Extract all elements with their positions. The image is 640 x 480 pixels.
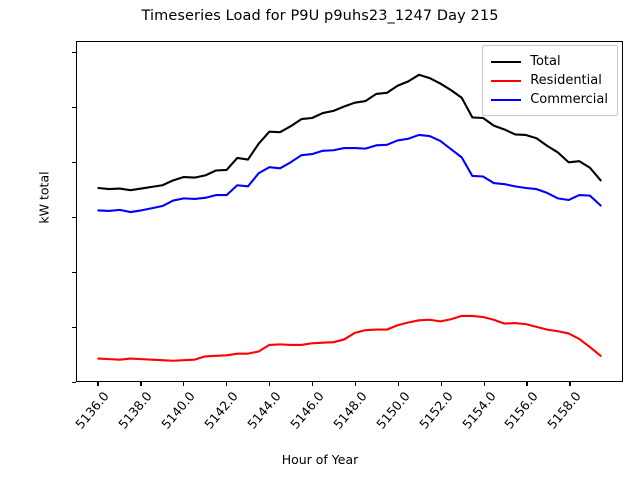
- y-axis-label: kW total: [36, 171, 52, 224]
- legend-line-icon: [491, 79, 522, 82]
- x-tick-label: 5156.0: [501, 388, 542, 432]
- legend-item: Commercial: [491, 90, 608, 109]
- x-tick-label: 5150.0: [372, 388, 413, 432]
- y-tick-mark: [72, 272, 76, 274]
- x-axis-label: Hour of Year: [281, 452, 359, 467]
- x-tick-mark: [311, 382, 314, 386]
- x-tick-label: 5146.0: [287, 388, 327, 432]
- y-tick-mark: [72, 327, 76, 329]
- x-tick-mark: [140, 382, 142, 386]
- y-tick-mark: [72, 52, 76, 54]
- x-tick-mark: [526, 382, 528, 386]
- y-axis: 050010001500200025003000: [0, 0, 76, 480]
- page-title: Timeseries Load for P9U p9uhs23_1247 Day…: [141, 8, 499, 24]
- x-tick-mark: [183, 382, 185, 386]
- x-tick-label: 5152.0: [415, 388, 456, 432]
- legend-line-icon: [491, 60, 522, 63]
- x-tick-mark: [226, 382, 228, 386]
- series-line-commercial: [97, 133, 602, 214]
- x-tick-label: 5154.0: [458, 388, 499, 432]
- x-tick-label: 5140.0: [158, 388, 199, 432]
- x-tick-label: 5138.0: [115, 388, 156, 432]
- x-tick-mark: [397, 382, 399, 386]
- legend-line-icon: [491, 98, 522, 101]
- series-line-residential: [97, 314, 602, 362]
- series-line-total: [97, 73, 602, 192]
- legend-label: Total: [530, 54, 561, 69]
- legend-label: Commercial: [530, 92, 608, 107]
- x-tick-mark: [354, 382, 357, 386]
- x-tick-label: 5148.0: [330, 388, 370, 432]
- legend: Total Residential Commercial: [482, 45, 618, 116]
- x-tick-mark: [97, 382, 99, 386]
- y-tick-mark: [72, 162, 76, 164]
- legend-item: Residential: [491, 71, 608, 90]
- series-lines: [97, 73, 602, 362]
- x-tick-label: 5136.0: [72, 388, 113, 432]
- y-tick-mark: [72, 217, 76, 219]
- x-tick-label: 5144.0: [244, 388, 284, 432]
- legend-label: Residential: [530, 73, 602, 88]
- x-tick-label: 5142.0: [201, 388, 241, 432]
- y-tick-mark: [72, 382, 76, 384]
- y-tick-mark: [72, 107, 76, 109]
- x-tick-label: 5158.0: [544, 388, 585, 432]
- x-tick-mark: [440, 382, 442, 386]
- x-tick-mark: [483, 382, 485, 386]
- x-tick-mark: [269, 382, 271, 386]
- legend-item: Total: [491, 52, 608, 71]
- x-tick-mark: [569, 382, 571, 386]
